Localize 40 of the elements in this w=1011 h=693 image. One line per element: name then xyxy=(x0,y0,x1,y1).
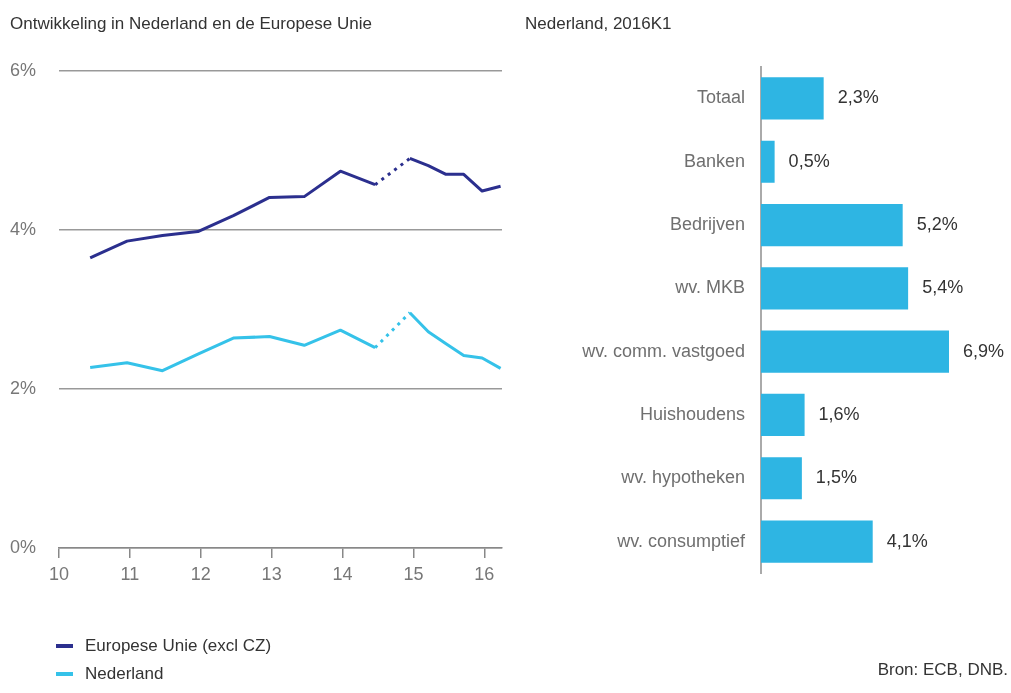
chart-title: Ontwikkeling in Nederland en de Europese Unie xyxy=(10,14,372,34)
bar xyxy=(761,330,949,373)
y-tick-label: 4% xyxy=(10,218,37,239)
x-tick-label: 10 xyxy=(48,563,70,584)
x-tick-label: 11 xyxy=(120,563,140,584)
x-tick-label: 16 xyxy=(474,563,495,584)
y-tick-label: wv. consumptief xyxy=(616,530,746,551)
y-tick-label: Totaal xyxy=(696,87,745,108)
text: Nederland, 2016K1 xyxy=(525,14,672,34)
data-label: 1,5% xyxy=(815,467,857,488)
legend-label: Nederland xyxy=(85,664,164,684)
data-label: 4,1% xyxy=(886,530,928,551)
text: Bron: ECB, DNB. xyxy=(877,660,1008,680)
bar xyxy=(761,267,909,310)
y-tick-label: 6% xyxy=(10,59,37,80)
x-tick-label: 13 xyxy=(261,563,282,584)
data-label: 0,5% xyxy=(788,150,830,171)
bar xyxy=(761,140,775,183)
bar xyxy=(761,520,873,563)
y-tick-label: wv. comm. vastgoed xyxy=(581,340,745,361)
data-label: 6,9% xyxy=(963,340,1005,361)
y-tick-label: wv. hypotheken xyxy=(620,467,745,488)
data-label: 5,2% xyxy=(916,214,958,235)
y-tick-label: Banken xyxy=(683,150,745,171)
y-tick-label: wv. MKB xyxy=(674,277,745,298)
y-tick-label: 2% xyxy=(10,377,37,398)
bar xyxy=(761,393,805,437)
bar xyxy=(761,203,903,247)
y-tick-label: Bedrijven xyxy=(669,214,745,235)
y-tick-label: 0% xyxy=(10,536,37,557)
bar xyxy=(761,457,802,500)
data-label: 2,3% xyxy=(837,87,879,108)
x-tick-label: 15 xyxy=(403,563,424,584)
bar xyxy=(761,77,824,120)
data-label: 5,4% xyxy=(922,277,964,298)
x-tick-label: 12 xyxy=(190,563,211,584)
data-label: 1,6% xyxy=(818,403,860,424)
y-tick-label: Huishoudens xyxy=(639,403,745,424)
x-tick-label: 14 xyxy=(332,563,353,584)
legend-label: Europese Unie (excl CZ) xyxy=(85,636,272,656)
